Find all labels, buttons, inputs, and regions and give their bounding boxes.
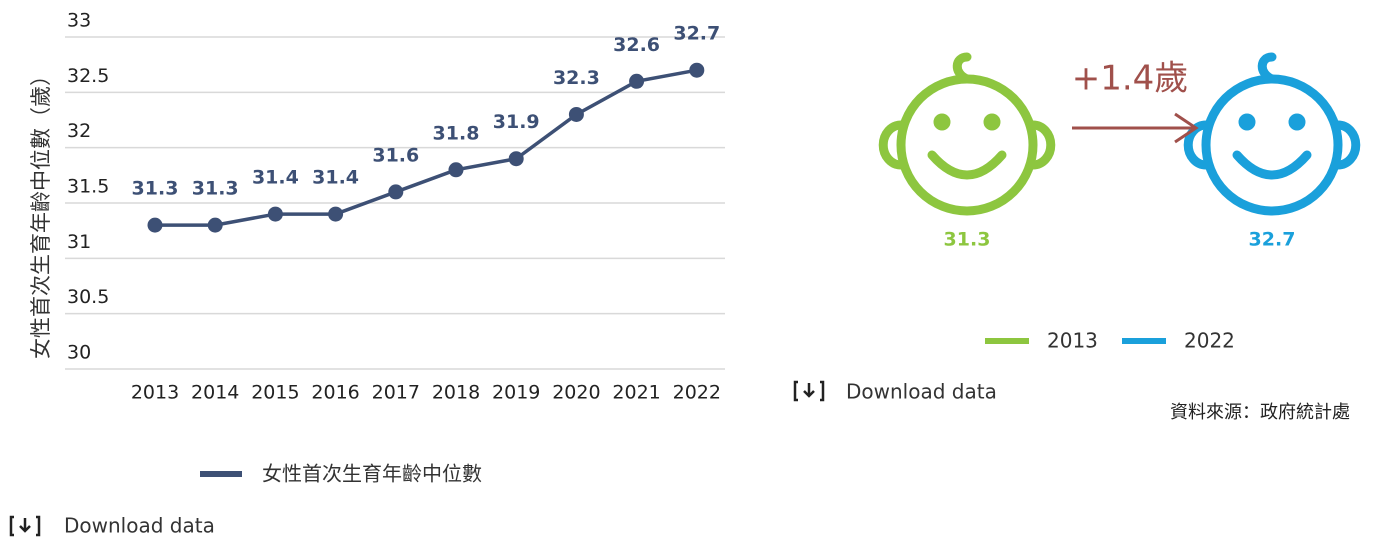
download-label[interactable]: Download data — [846, 380, 997, 404]
x-tick-label: 2014 — [191, 382, 239, 404]
data-point — [448, 162, 464, 178]
data-point — [689, 62, 705, 78]
legend-label: 2022 — [1184, 329, 1235, 353]
source: 資料來源：政府統計處 — [1170, 402, 1350, 423]
x-tick-label: 2020 — [552, 382, 600, 404]
y-tick-label: 31 — [67, 231, 91, 253]
data-point — [207, 217, 223, 233]
data-label: 31.4 — [312, 167, 359, 189]
series-line — [155, 68, 698, 227]
from-value: 31.3 — [944, 229, 991, 251]
y-tick-label: 33 — [67, 10, 91, 32]
x-tick-label: 2015 — [251, 382, 299, 404]
data-point — [568, 106, 584, 122]
x-tick-label: 2022 — [673, 382, 721, 404]
data-point — [388, 184, 404, 200]
y-tick-label: 32 — [67, 120, 91, 142]
x-tick-label: 2017 — [372, 382, 420, 404]
y-axis-label: 女性首次生育年齡中位數（歲） — [29, 65, 53, 359]
data-point — [267, 206, 283, 222]
data-label: 31.4 — [252, 167, 299, 189]
data-label: 32.7 — [673, 23, 720, 45]
data-label: 31.3 — [132, 178, 179, 200]
legend-label: 2013 — [1047, 329, 1098, 353]
data-point — [629, 73, 645, 89]
data-label: 31.3 — [192, 178, 239, 200]
data-label: 32.6 — [613, 34, 660, 56]
arrow — [1072, 112, 1199, 144]
download-button[interactable]: Download data — [9, 514, 215, 538]
change-label: +1.4歲 — [1072, 59, 1189, 99]
x-tick-label: 2016 — [311, 382, 359, 404]
y-tick-label: 31.5 — [67, 176, 109, 198]
y-tick-label: 32.5 — [67, 65, 109, 87]
data-label: 31.6 — [372, 144, 419, 166]
x-tick-label: 2013 — [131, 382, 179, 404]
y-tick-label: 30.5 — [67, 286, 109, 308]
data-label: 31.9 — [493, 111, 540, 133]
face-2022 — [1183, 52, 1361, 216]
data-label: 32.3 — [553, 67, 600, 89]
to-value: 32.7 — [1249, 229, 1296, 251]
x-tick-label: 2019 — [492, 382, 540, 404]
download-button[interactable]: Download data — [793, 380, 997, 404]
data-point — [328, 206, 344, 222]
data-point — [508, 151, 524, 167]
legend-label: 女性首次生育年齡中位數 — [262, 462, 482, 486]
y-tick-label: 30 — [67, 342, 91, 364]
data-label: 31.8 — [433, 122, 480, 144]
x-tick-label: 2018 — [432, 382, 480, 404]
download-label[interactable]: Download data — [64, 514, 215, 538]
data-point — [147, 217, 163, 233]
face-2013 — [878, 52, 1056, 216]
x-tick-label: 2021 — [612, 382, 660, 404]
